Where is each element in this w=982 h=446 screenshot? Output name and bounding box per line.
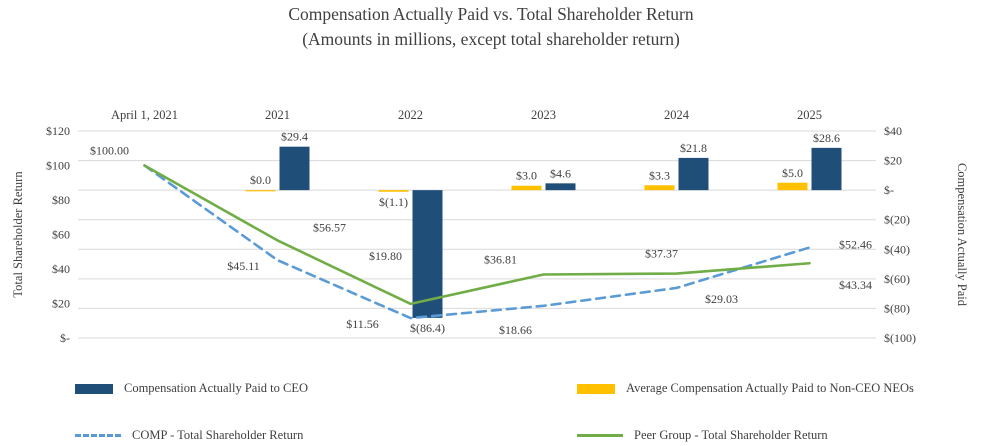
line-data-label: $43.34 — [839, 278, 872, 292]
line-data-label: $45.11 — [227, 259, 260, 273]
legend-item-peer-tsr: Peer Group - Total Shareholder Return — [577, 428, 828, 443]
left-axis-tick-label: $20 — [52, 297, 70, 311]
line-data-label: $37.37 — [645, 247, 678, 261]
legend-swatch-neo-cap — [577, 383, 615, 394]
bar-data-label: $0.0 — [250, 173, 271, 187]
line-data-label: $18.66 — [499, 323, 532, 337]
bar-neo-cap — [777, 182, 808, 191]
legend-swatch-comp-tsr — [75, 434, 121, 437]
legend-label-peer-tsr: Peer Group - Total Shareholder Return — [634, 428, 828, 442]
legend-item-ceo-cap: Compensation Actually Paid to CEO — [75, 381, 308, 396]
bar-data-label: $5.0 — [782, 166, 803, 180]
bar-data-label: $(1.1) — [379, 195, 408, 209]
bar-ceo-cap — [678, 157, 709, 191]
right-axis-tick-label: $20 — [884, 154, 902, 168]
left-axis-tick-label: $- — [60, 331, 70, 345]
left-axis-tick-label: $60 — [52, 228, 70, 242]
category-label: 2025 — [797, 108, 822, 122]
bar-data-label: $4.6 — [550, 166, 571, 180]
legend-label-comp-tsr: COMP - Total Shareholder Return — [132, 428, 304, 442]
bar-data-label: $21.8 — [680, 141, 707, 155]
right-axis-tick-label: $40 — [884, 124, 902, 138]
left-axis-tick-label: $100 — [46, 159, 70, 173]
legend-swatch-ceo-cap — [75, 383, 113, 394]
bar-ceo-cap — [279, 146, 310, 191]
bar-neo-cap — [245, 190, 276, 192]
bar-data-label: $3.3 — [649, 168, 670, 182]
line-data-label: $100.00 — [90, 144, 129, 158]
right-axis-tick-label: $(20) — [884, 213, 910, 227]
category-label: April 1, 2021 — [111, 108, 178, 122]
right-axis-tick-label: $(80) — [884, 301, 910, 315]
line-comp-tsr — [143, 164, 811, 320]
bar-data-label: $(86.4) — [410, 321, 445, 335]
category-label: 2024 — [664, 108, 690, 122]
line-data-label: $11.56 — [346, 317, 379, 331]
line-data-label: $52.46 — [839, 238, 872, 252]
right-axis-tick-label: $(100) — [884, 331, 916, 345]
bar-neo-cap — [644, 185, 675, 191]
right-axis-title: Compensation Actually Paid — [955, 163, 969, 307]
left-axis-tick-label: $120 — [46, 124, 70, 138]
chart-title-line1: Compensation Actually Paid vs. Total Sha… — [288, 4, 694, 24]
legend-item-neo-cap: Average Compensation Actually Paid to No… — [577, 381, 914, 396]
bar-neo-cap — [378, 190, 409, 192]
right-axis-tick-label: $- — [884, 183, 894, 197]
left-axis-title: Total Shareholder Return — [11, 171, 25, 298]
chart-title: Compensation Actually Paid vs. Total Sha… — [0, 2, 982, 51]
bar-data-label: $29.4 — [281, 130, 308, 144]
line-data-label: $29.03 — [705, 292, 738, 306]
right-axis-tick-label: $(40) — [884, 242, 910, 256]
bar-neo-cap — [511, 185, 542, 191]
category-label: 2022 — [398, 108, 423, 122]
line-data-label: $19.80 — [369, 249, 402, 263]
line-peer-tsr — [143, 164, 811, 306]
category-label: 2023 — [531, 108, 556, 122]
bar-data-label: $3.0 — [516, 169, 537, 183]
left-axis-tick-label: $40 — [52, 262, 70, 276]
left-axis-tick-label: $80 — [52, 193, 70, 207]
right-axis-tick-label: $(60) — [884, 272, 910, 286]
bar-ceo-cap — [545, 183, 576, 191]
legend-item-comp-tsr: COMP - Total Shareholder Return — [75, 428, 303, 443]
legend-swatch-peer-tsr — [577, 434, 623, 437]
category-label: 2021 — [265, 108, 290, 122]
legend-label-ceo-cap: Compensation Actually Paid to CEO — [124, 381, 309, 395]
chart-title-line2: (Amounts in millions, except total share… — [302, 28, 680, 49]
line-data-label: $36.81 — [484, 253, 517, 267]
bar-data-label: $28.6 — [813, 131, 840, 145]
line-data-label: $56.57 — [313, 220, 346, 234]
bar-ceo-cap — [811, 147, 842, 191]
legend-label-neo-cap: Average Compensation Actually Paid to No… — [626, 381, 914, 395]
